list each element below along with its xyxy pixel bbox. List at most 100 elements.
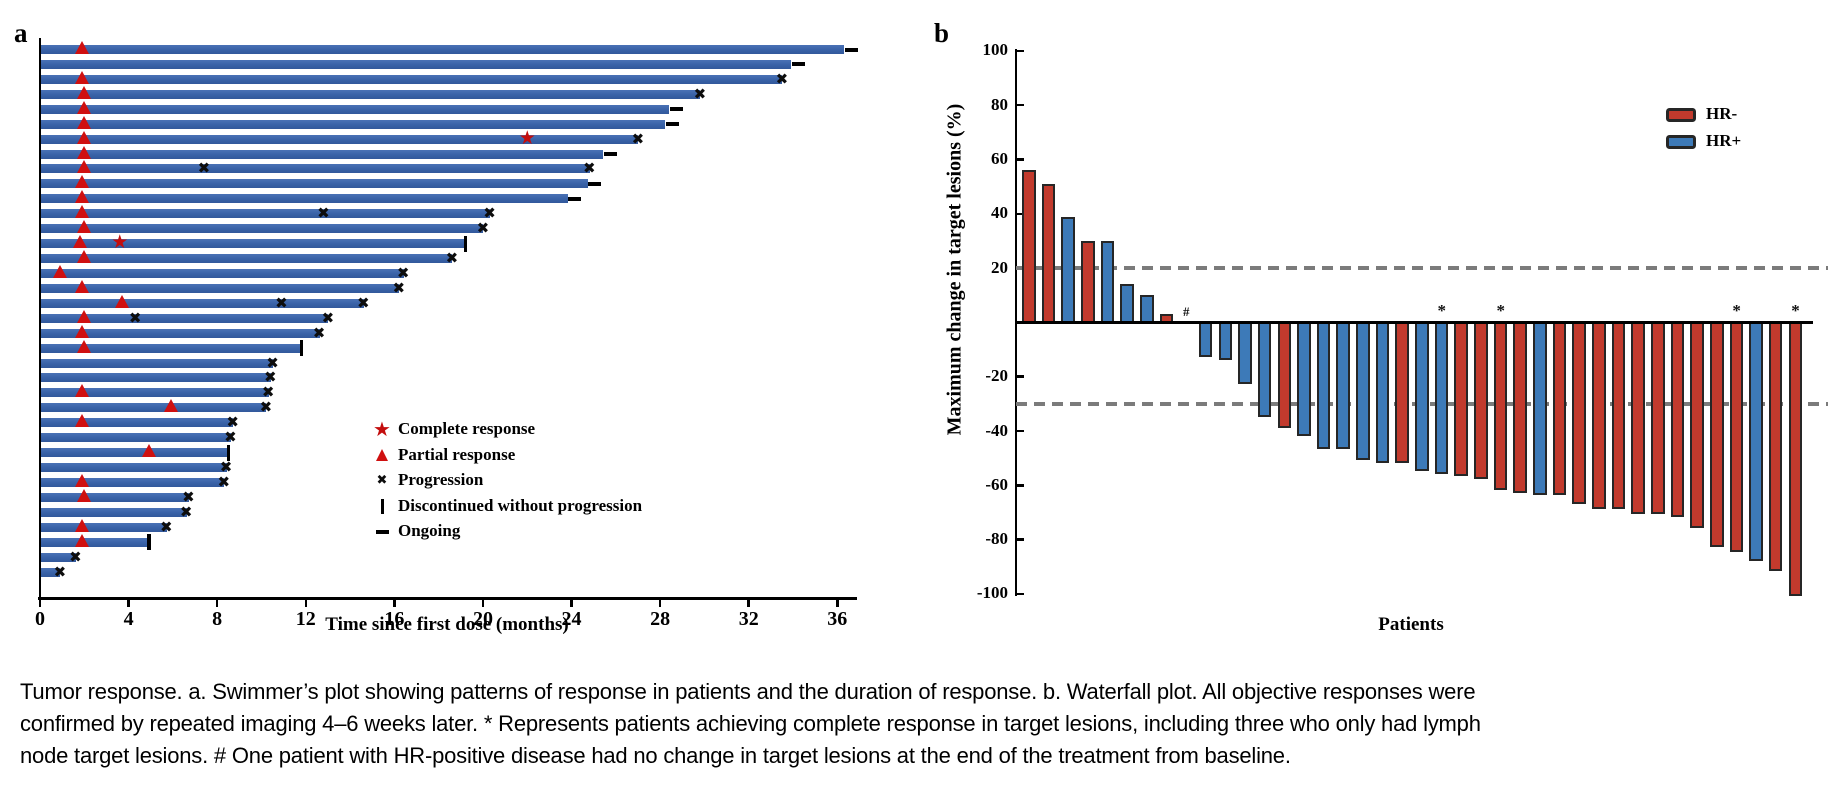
- partial-response-triangle-marker: [77, 145, 92, 159]
- progression-x-marker: ✖: [259, 398, 273, 417]
- partial-response-triangle-marker: [77, 250, 92, 264]
- swimmer-bar: [40, 209, 491, 219]
- discontinued-bar-marker: [226, 444, 231, 461]
- swimmer-x-tick: [570, 599, 573, 607]
- swimmer-bar: [40, 283, 400, 293]
- progression-x-marker: ✖: [775, 69, 789, 88]
- progression-x-marker: ✖: [483, 204, 496, 223]
- progression-x-marker: ✖: [179, 502, 193, 521]
- swimmer-x-tick: [127, 599, 130, 607]
- swimmer-bar: [40, 537, 150, 547]
- partial-response-triangle-marker: [75, 279, 90, 293]
- waterfall-bar: [1022, 170, 1036, 325]
- waterfall-bar: [1120, 284, 1134, 325]
- swimmer-x-tick-label: 0: [35, 608, 45, 630]
- waterfall-y-tick: [1017, 103, 1024, 107]
- waterfall-bar: [1690, 322, 1704, 529]
- waterfall-y-tick-label: 60: [991, 149, 1008, 168]
- progression-x-marker: ✖: [317, 204, 330, 223]
- waterfall-y-tick-label: 20: [991, 257, 1008, 277]
- waterfall-bar: [1238, 322, 1252, 385]
- legend-triangle-icon: [376, 448, 388, 461]
- waterfall-x-axis-title: Patients: [1378, 614, 1444, 635]
- partial-response-triangle-marker: [141, 444, 156, 458]
- caption-line-3: node target lesions. # One patient with …: [20, 743, 1291, 768]
- legend-x-icon: ✖: [376, 473, 388, 489]
- figure-caption: Tumor response. a. Swimmer’s plot showin…: [20, 676, 1820, 772]
- swimmer-x-tick: [836, 599, 839, 607]
- progression-x-marker: ✖: [197, 159, 211, 178]
- waterfall-bar: [1631, 322, 1645, 515]
- waterfall-bar: [1415, 322, 1429, 471]
- swimmer-x-axis-title: Time since first dose (months): [325, 614, 569, 635]
- waterfall-bar: [1336, 322, 1351, 450]
- legend-group-label: HR-: [1706, 104, 1738, 123]
- swimmer-x-tick: [481, 599, 485, 607]
- swimmer-x-tick: [38, 599, 42, 607]
- swimmer-bar: [40, 492, 189, 502]
- swimmer-x-tick: [747, 599, 750, 607]
- legend-discontinued-icon: [380, 498, 384, 514]
- ongoing-dash-marker: [669, 107, 683, 112]
- swimmer-x-tick-label: 12: [295, 608, 316, 630]
- swimmer-bar: [40, 358, 274, 368]
- ongoing-dash-marker: [844, 47, 858, 52]
- legend-item-label: Progression: [398, 470, 484, 490]
- waterfall-bar: [1375, 322, 1390, 463]
- waterfall-y-tick: [1017, 158, 1024, 161]
- legend-item-label: Ongoing: [398, 521, 461, 541]
- partial-response-triangle-marker: [72, 235, 87, 249]
- partial-response-triangle-marker: [77, 488, 92, 502]
- caption-line-1: Tumor response. a. Swimmer’s plot showin…: [20, 679, 1476, 704]
- partial-response-triangle-marker: [75, 533, 90, 547]
- progression-x-marker: ✖: [275, 293, 288, 312]
- partial-response-triangle-marker: [75, 414, 90, 428]
- swimmer-bar: [40, 224, 484, 234]
- progression-x-marker: ✖: [476, 219, 490, 238]
- swimmer-bar: [40, 477, 225, 487]
- ongoing-dash-marker: [603, 152, 617, 156]
- swimmer-bar: [40, 89, 701, 99]
- ongoing-dash-marker: [568, 196, 582, 201]
- swimmer-x-tick-label: 28: [650, 608, 671, 630]
- partial-response-triangle-marker: [77, 100, 92, 114]
- discontinued-bar-marker: [299, 340, 304, 357]
- waterfall-bar: [1434, 322, 1449, 474]
- swimmer-x-tick: [393, 599, 396, 607]
- swimmer-bar: [40, 134, 639, 144]
- waterfall-bar: [1277, 322, 1292, 428]
- partial-response-triangle-marker: [75, 205, 90, 219]
- complete-response-asterisk: *: [1732, 301, 1741, 321]
- swimmer-x-tick-label: 20: [472, 608, 493, 630]
- swimmer-bar: [40, 313, 329, 323]
- swimmer-bar: [40, 567, 61, 577]
- partial-response-triangle-marker: [77, 160, 92, 174]
- waterfall-y-tick-label: -20: [985, 366, 1008, 386]
- waterfall-y-tick-label: -60: [985, 474, 1008, 494]
- waterfall-bar: [1513, 322, 1527, 493]
- waterfall-bar: [1709, 322, 1724, 548]
- swimmer-bar: [40, 254, 453, 264]
- progression-x-marker: ✖: [182, 487, 195, 506]
- complete-response-asterisk: *: [1791, 301, 1800, 321]
- partial-response-triangle-marker: [77, 339, 92, 353]
- legend-group-label: HR+: [1706, 131, 1742, 150]
- complete-response-star-marker: ★: [518, 126, 536, 149]
- progression-x-marker: ✖: [226, 413, 239, 432]
- partial-response-triangle-marker: [77, 309, 92, 323]
- swimmer-bar: [40, 59, 792, 69]
- progression-x-marker: ✖: [224, 428, 237, 447]
- legend-star-icon: ★: [373, 417, 391, 441]
- partial-response-triangle-marker: [75, 473, 90, 487]
- waterfall-bar: [1297, 322, 1311, 436]
- swimmer-bar: [40, 418, 234, 428]
- swimmer-x-tick: [304, 599, 307, 607]
- waterfall-bar: [1218, 322, 1233, 360]
- waterfall-y-tick-label: 80: [991, 94, 1008, 114]
- progression-x-marker: ✖: [261, 383, 275, 402]
- swimmer-bar: [40, 179, 588, 189]
- partial-response-triangle-marker: [77, 115, 92, 129]
- swimmer-x-tick-label: 16: [384, 608, 405, 630]
- discontinued-bar-marker: [147, 534, 151, 551]
- progression-x-marker: ✖: [631, 129, 645, 148]
